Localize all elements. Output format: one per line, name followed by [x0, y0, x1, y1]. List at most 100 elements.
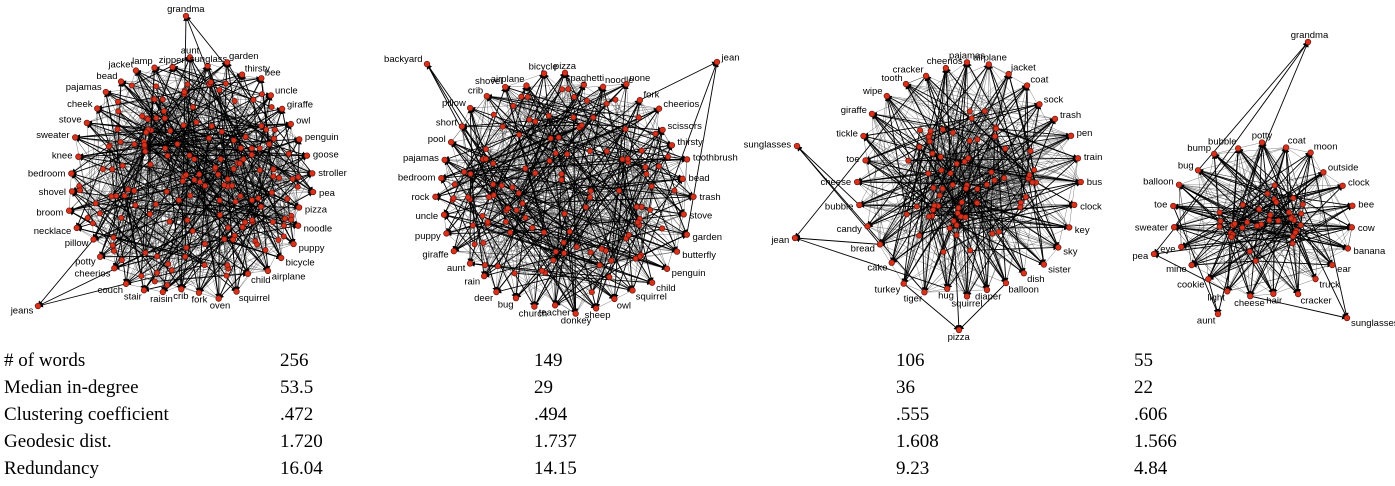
word-node [1271, 182, 1278, 189]
edge [1285, 147, 1304, 205]
word-label: bubble [1208, 137, 1237, 148]
edge [485, 83, 627, 150]
edge [86, 65, 208, 124]
word-node [635, 114, 642, 121]
stat-value: 4.84 [1134, 458, 1168, 479]
word-node [223, 272, 230, 279]
word-node [515, 190, 522, 197]
edge [1033, 118, 1056, 171]
word-node [1264, 190, 1271, 197]
word-label: penguin [672, 268, 706, 279]
word-node [1022, 194, 1029, 201]
word-node [916, 232, 923, 239]
stat-value: 53.5 [280, 377, 314, 398]
word-node [494, 263, 501, 270]
edge [925, 75, 988, 185]
word-node [1188, 261, 1195, 269]
stat-value: 1.608 [896, 431, 939, 452]
edge [867, 226, 904, 284]
word-node [927, 128, 934, 134]
word-node [73, 224, 80, 232]
edge [541, 72, 565, 254]
word-node [122, 280, 130, 287]
edge [185, 15, 282, 259]
edge [1208, 205, 1353, 280]
word-node [490, 111, 497, 118]
edge [1191, 220, 1295, 266]
edge [625, 128, 678, 253]
edge [1286, 147, 1311, 153]
edge [924, 231, 999, 293]
word-node [256, 167, 263, 174]
edge [991, 171, 1082, 185]
word-node [232, 198, 239, 205]
word-label: rock [411, 192, 429, 203]
word-node [638, 147, 645, 154]
edge [965, 172, 992, 297]
word-node [1066, 224, 1073, 231]
word-label: bead [689, 173, 710, 184]
edge [113, 174, 200, 269]
edge [602, 86, 626, 130]
edge [1173, 227, 1228, 292]
word-node [229, 182, 236, 189]
edge [863, 135, 918, 207]
word-label: cheerios [927, 56, 963, 67]
edge [858, 171, 992, 207]
word-node [1005, 70, 1012, 78]
edge [114, 268, 155, 282]
edge [553, 253, 565, 306]
word-node [142, 148, 149, 155]
word-label: donkey [561, 316, 592, 327]
word-node [860, 132, 867, 140]
edge [590, 176, 684, 192]
word-label: coat [1030, 75, 1048, 86]
edge [154, 271, 249, 282]
edge [891, 173, 929, 263]
word-node [201, 240, 208, 247]
word-node [1178, 243, 1185, 251]
word-node [1026, 172, 1033, 178]
word-node [503, 218, 509, 225]
word-node [75, 153, 82, 160]
word-node [608, 257, 615, 264]
word-label: hair [1266, 296, 1282, 307]
edge [933, 187, 944, 252]
edge [857, 181, 971, 251]
edge [74, 129, 149, 140]
word-label: eye [1160, 244, 1175, 255]
word-node [507, 229, 514, 236]
word-node [1239, 201, 1246, 208]
edge [879, 170, 942, 245]
edge [931, 85, 1028, 217]
word-node [114, 126, 121, 133]
word-label: crib [173, 291, 188, 302]
word-label: turkey [874, 284, 900, 295]
word-label: giraffe [422, 250, 448, 261]
word-label: cookie [1177, 280, 1204, 291]
word-node [511, 270, 518, 277]
word-node [113, 192, 120, 199]
word-label: owl [296, 116, 310, 127]
word-node [512, 294, 520, 302]
edge [463, 171, 556, 306]
word-node [1002, 145, 1009, 152]
edge [564, 213, 578, 315]
word-label: hug [938, 291, 954, 302]
word-node [876, 241, 884, 248]
edge [467, 86, 507, 198]
word-node [236, 160, 243, 167]
edge [487, 185, 502, 224]
edge [469, 107, 507, 222]
edge [886, 95, 943, 130]
edge [601, 228, 663, 249]
edge [991, 172, 1070, 228]
edge [1269, 185, 1343, 221]
word-node [612, 96, 619, 103]
word-node [90, 236, 97, 243]
word-node [655, 105, 663, 112]
word-node [164, 152, 171, 159]
word-node [524, 93, 531, 100]
edge [172, 66, 290, 155]
word-node [174, 141, 181, 147]
